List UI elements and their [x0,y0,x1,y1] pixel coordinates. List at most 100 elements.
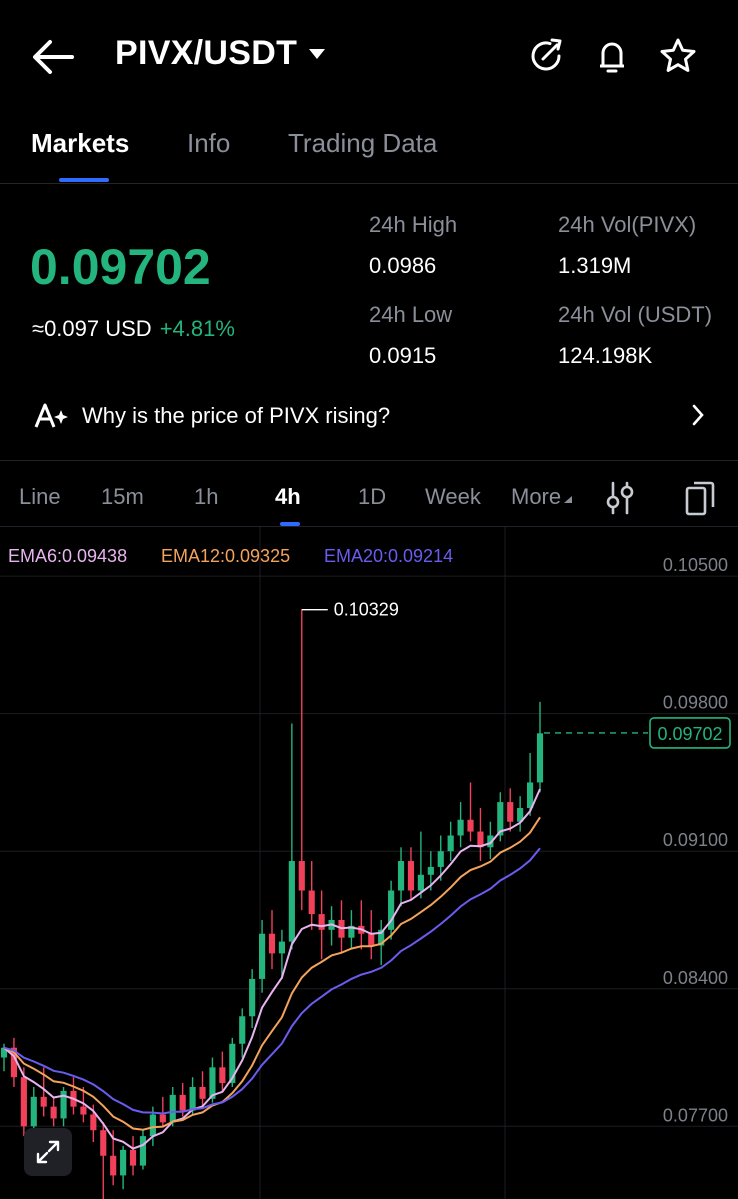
ema20-line [3,847,541,1115]
back-button[interactable] [30,36,82,78]
why-rising-text: Why is the price of PIVX rising? [82,403,391,428]
active-interval-indicator [280,522,300,526]
ema6-legend: EMA6:0.09438 [8,546,128,566]
favorite-button[interactable] [658,36,698,76]
candle-body [288,861,295,942]
corner-caret-icon [564,496,573,503]
candle-body [388,890,395,930]
candle-body [209,1067,216,1099]
candle-body [407,861,415,891]
pair-selector[interactable]: PIVX/USDT [115,34,327,73]
change-percent: +4.81% [159,316,235,341]
refresh-button[interactable] [526,36,566,76]
candle-body [487,835,494,848]
candle-body [110,1155,117,1176]
candle-body [457,819,464,836]
interval-4h[interactable]: 4h [275,484,301,509]
usd-price-row: ≈0.097 USD +4.81% [32,316,235,342]
y-tick-label: 0.08400 [663,968,728,988]
fullscreen-button[interactable] [24,1128,72,1176]
chart-layout-button[interactable] [684,479,716,522]
candle-body [169,1094,176,1123]
interval-line[interactable]: Line [19,484,61,509]
candle-body [368,933,375,946]
candle-body [30,1096,37,1127]
candle-body [199,1087,206,1099]
expand-icon [36,1140,60,1164]
candle-body [139,1136,147,1166]
vol-quote-label: 24h Vol (USDT) [558,302,713,327]
candle-body [229,1043,236,1084]
last-price-tag-label: 0.09702 [657,724,722,744]
candle-body [437,851,444,867]
candle-body [100,1130,107,1156]
copy-icon [685,481,715,516]
candle-body [159,1114,166,1123]
alert-button[interactable] [592,36,632,76]
tab-markets[interactable]: Markets [31,128,130,158]
main-tabs: Markets Info Trading Data [0,118,738,184]
candle-body [179,1094,186,1111]
candle-body [10,1047,18,1078]
candle-body [308,890,315,915]
interval-week[interactable]: Week [425,484,481,509]
candle-body [497,802,504,836]
ai-sparkle-icon [34,403,68,428]
back-arrow-icon [33,40,74,74]
star-icon [660,38,696,72]
candle-body [258,933,266,979]
vol-quote-value: 124.198K [558,343,653,368]
candle-body [467,819,474,832]
candle-body [60,1090,67,1119]
active-tab-indicator [59,178,109,182]
interval-1h[interactable]: 1h [194,484,219,509]
divider [0,460,738,461]
indicator-settings-button[interactable] [604,480,636,521]
candle-body [40,1096,47,1107]
why-rising-link[interactable]: Why is the price of PIVX rising? [34,398,714,434]
interval-1d[interactable]: 1D [358,484,387,509]
candle-body [397,861,405,891]
candle-body [298,861,305,891]
candle-body [278,941,286,954]
candlestick-chart[interactable]: 0.10500 0.09800 0.09100 0.08400 0.07700 0.103… [0,527,738,1199]
ema20-legend: EMA20:0.09214 [324,546,454,566]
interval-more-label: More [511,484,562,509]
last-price: 0.09702 [30,239,211,295]
candle-body [0,1047,8,1058]
vol-base-label: 24h Vol(PIVX) [558,212,697,237]
candle-body [447,835,454,852]
candle-body [129,1149,137,1166]
caret-down-icon [309,48,326,59]
interval-15m[interactable]: 15m [101,484,144,509]
candle-body [120,1149,127,1176]
tab-info[interactable]: Info [187,128,231,158]
tab-trading-data[interactable]: Trading Data [288,128,438,158]
last-price-tag [649,717,731,749]
candle-body [348,925,355,938]
candle-body [477,831,484,848]
candle-body [526,782,534,808]
candle-body [427,866,434,875]
y-tick-label: 0.09100 [663,830,728,850]
ema12-legend: EMA12:0.09325 [161,546,291,566]
low-label: 24h Low [369,302,453,327]
sliders-icon [606,481,634,515]
refresh-icon [531,38,562,71]
bell-icon [600,42,624,73]
y-tick-label: 0.09800 [663,693,728,713]
candle-body [318,914,325,930]
candle-body [239,1016,246,1044]
y-tick-label: 0.10500 [663,555,728,575]
candle-body [50,1106,57,1119]
candle-body [507,802,514,822]
low-value: 0.0915 [369,343,437,368]
candle-body [517,807,524,822]
pair-title: PIVX/USDT [115,34,298,72]
candle-body [536,733,544,783]
candle-body [90,1114,97,1131]
vol-base-value: 1.319M [558,253,632,278]
interval-more[interactable]: More [511,484,573,510]
candle-body [80,1106,87,1115]
high-marker-label: 0.10329 [334,600,399,620]
